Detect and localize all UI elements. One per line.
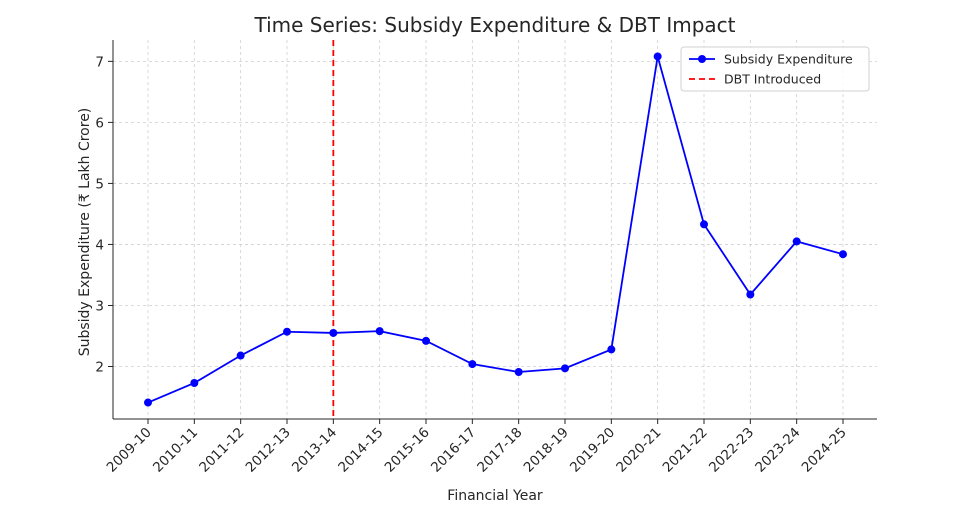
data-point (653, 52, 662, 61)
legend: Subsidy Expenditure DBT Introduced (680, 46, 870, 92)
y-axis-label: Subsidy Expenditure (₹ Lakh Crore) (77, 108, 93, 357)
legend-box (680, 46, 870, 92)
x-tick-label: 2018-19 (521, 425, 572, 476)
data-point (329, 328, 338, 337)
x-tick-label: 2022-23 (706, 425, 757, 476)
y-tick-labels: 2 3 4 5 6 7 (95, 54, 104, 375)
legend-label-subsidy: Subsidy Expenditure (724, 52, 853, 67)
data-point (144, 398, 152, 407)
data-point (422, 336, 430, 345)
data-point (190, 378, 199, 387)
series-line (147, 56, 844, 404)
x-tick-labels: 2009-102010-112011-122012-132013-142014-… (104, 425, 850, 476)
x-tick-label: 2024-25 (799, 425, 850, 476)
x-tick-label: 2017-18 (474, 425, 525, 476)
axes (108, 40, 877, 424)
x-tick-label: 2019-20 (567, 425, 618, 476)
y-tick-label: 6 (95, 115, 104, 131)
data-point (468, 360, 477, 369)
y-tick-label: 7 (95, 54, 104, 70)
data-point (839, 250, 847, 259)
data-point (283, 327, 291, 336)
data-point (514, 368, 523, 377)
data-point (561, 364, 569, 373)
x-axis-label: Financial Year (447, 488, 543, 504)
x-tick-label: 2011-12 (196, 425, 247, 476)
legend-label-dbt: DBT Introduced (724, 72, 821, 87)
x-tick-label: 2023-24 (752, 425, 803, 476)
data-point (607, 345, 616, 354)
y-tick-label: 3 (95, 298, 104, 314)
series-layer (144, 52, 847, 407)
x-tick-label: 2012-13 (243, 425, 294, 476)
chart-title: Time Series: Subsidy Expenditure & DBT I… (253, 13, 735, 37)
data-point (700, 220, 708, 229)
x-tick-label: 2014-15 (335, 425, 386, 476)
legend-marker-subsidy (698, 55, 706, 63)
x-tick-label: 2009-10 (104, 425, 155, 476)
data-point (746, 290, 755, 299)
x-tick-label: 2015-16 (382, 425, 433, 476)
grid (113, 40, 877, 419)
y-tick-label: 5 (95, 176, 104, 192)
data-point (375, 327, 384, 336)
x-tick-label: 2016-17 (428, 425, 479, 476)
x-tick-label: 2013-14 (289, 425, 340, 476)
y-tick-label: 2 (95, 360, 104, 376)
x-tick-label: 2020-21 (613, 425, 664, 476)
x-tick-label: 2021-22 (660, 425, 711, 476)
data-point (792, 237, 801, 246)
x-tick-label: 2010-11 (150, 425, 201, 476)
y-tick-label: 4 (95, 237, 104, 253)
data-point (236, 351, 245, 360)
